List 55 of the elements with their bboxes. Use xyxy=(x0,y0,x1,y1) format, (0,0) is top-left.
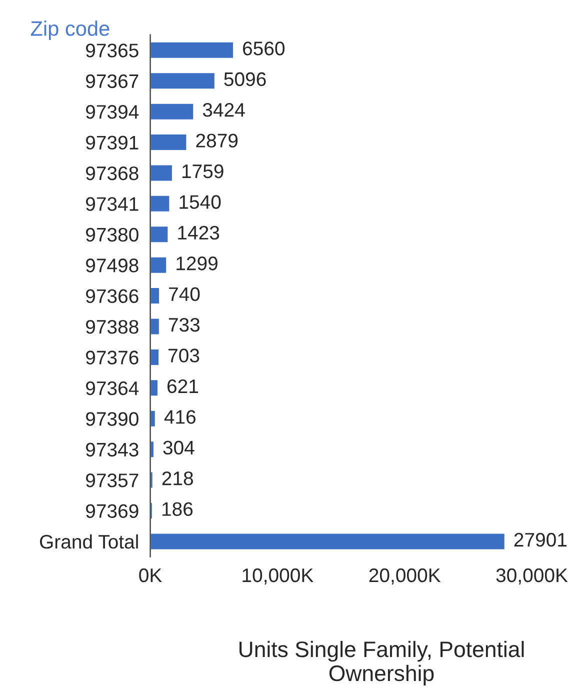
bar xyxy=(150,532,506,551)
bar xyxy=(150,440,155,458)
y-tick-label: 97388 xyxy=(86,320,138,334)
bar xyxy=(150,317,160,336)
data-label: 416 xyxy=(164,410,196,424)
y-tick-label: 97365 xyxy=(86,44,138,58)
bar xyxy=(150,286,160,305)
data-label: 1759 xyxy=(182,164,224,178)
y-tick-label: 97390 xyxy=(86,412,138,426)
bar xyxy=(150,348,160,366)
y-tick-label: 97364 xyxy=(86,381,139,396)
bar xyxy=(150,194,171,213)
bar xyxy=(150,378,159,398)
bar xyxy=(150,133,188,152)
data-label: 2879 xyxy=(196,134,238,148)
x-tick-label: 20,000K xyxy=(369,568,441,584)
y-tick-label: 97376 xyxy=(86,350,138,364)
data-label: 733 xyxy=(168,318,200,332)
data-label: 1540 xyxy=(180,195,221,209)
x-tick-label: 0K xyxy=(139,568,162,582)
data-label: 1299 xyxy=(176,256,218,270)
y-tick-label: 97366 xyxy=(86,289,138,304)
data-label: 186 xyxy=(162,502,193,516)
y-tick-label: 97368 xyxy=(86,166,138,180)
x-axis-title: Units Single Family, Potential Ownership xyxy=(240,640,524,686)
data-label: 1423 xyxy=(178,226,220,240)
y-tick-label: 97394 xyxy=(86,105,139,119)
data-label: 740 xyxy=(169,287,200,302)
data-label: 6560 xyxy=(243,42,285,56)
y-tick-label: 97357 xyxy=(86,474,138,488)
bar xyxy=(150,72,216,90)
data-label: 703 xyxy=(168,348,200,362)
x-tick-label: 30,000K xyxy=(496,568,568,584)
y-tick-label: 97498 xyxy=(86,258,138,272)
data-label: 3424 xyxy=(202,103,245,117)
y-tick-label: 97367 xyxy=(86,74,138,88)
y-axis-title: Zip code xyxy=(30,20,110,40)
bar xyxy=(150,256,168,274)
y-tick-label: 97341 xyxy=(86,197,138,211)
y-tick-label: Grand Total xyxy=(40,534,138,549)
data-label: 621 xyxy=(167,379,198,394)
bar xyxy=(150,41,234,60)
x-tick-label: 10,000K xyxy=(242,568,314,584)
data-label: 27901 xyxy=(514,532,567,547)
bar xyxy=(150,225,170,244)
data-label: 218 xyxy=(162,471,193,486)
y-tick-label: 97369 xyxy=(86,504,138,518)
data-label: 5096 xyxy=(224,72,266,86)
y-tick-label: 97391 xyxy=(86,136,138,150)
y-tick-label: 97380 xyxy=(86,228,138,242)
bar xyxy=(150,164,174,182)
bar xyxy=(150,102,195,121)
data-label: 304 xyxy=(163,440,194,455)
bar xyxy=(150,409,156,428)
y-tick-label: 97343 xyxy=(86,442,138,457)
